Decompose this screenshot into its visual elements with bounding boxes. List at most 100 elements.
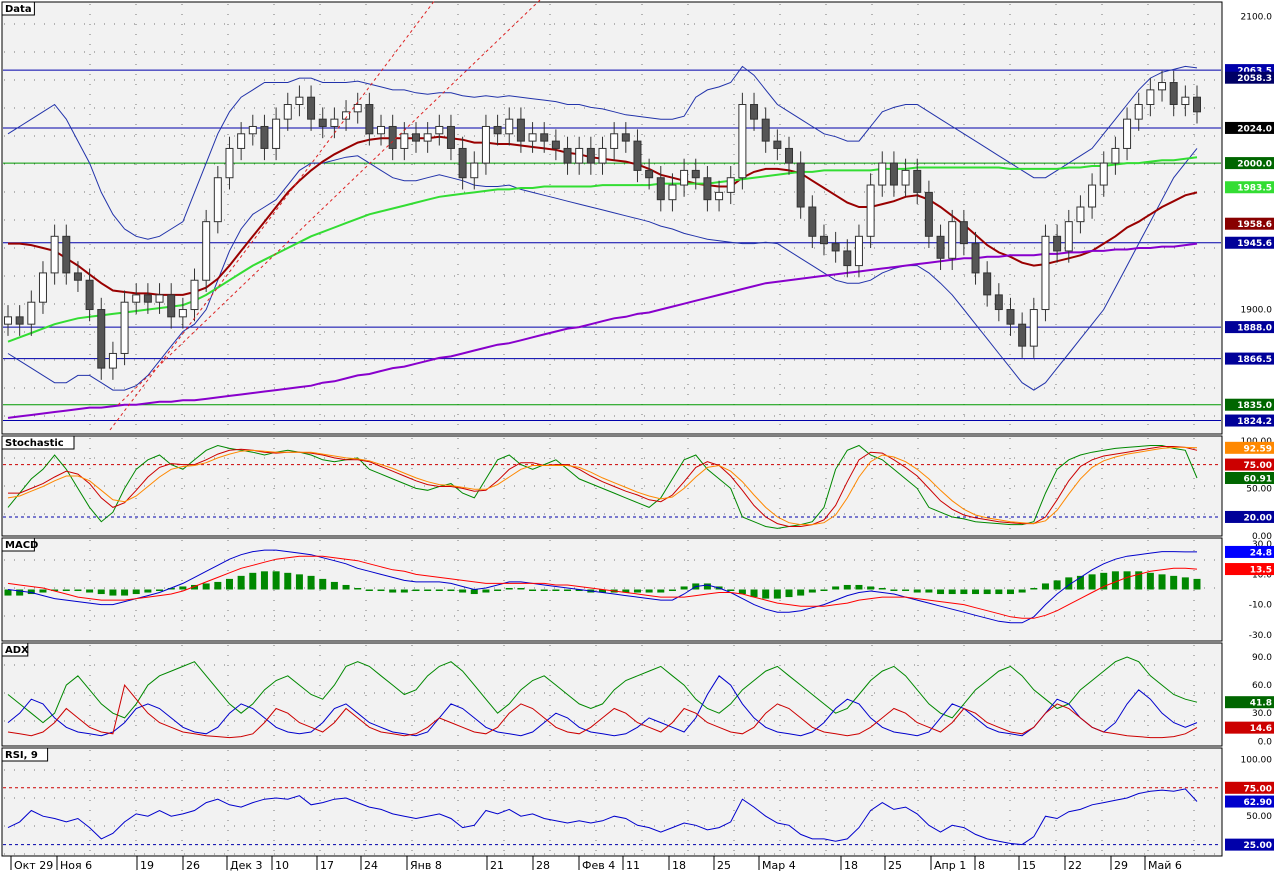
candle[interactable] — [1029, 309, 1038, 347]
candle[interactable] — [190, 279, 199, 311]
candle[interactable] — [330, 118, 339, 127]
candle[interactable] — [481, 125, 490, 164]
candle[interactable] — [878, 162, 887, 186]
candle[interactable] — [505, 118, 514, 135]
candle[interactable] — [15, 316, 24, 325]
candle[interactable] — [225, 147, 234, 179]
candle[interactable] — [516, 118, 525, 142]
candle[interactable] — [773, 140, 782, 149]
candle[interactable] — [307, 96, 316, 120]
candle[interactable] — [610, 133, 619, 149]
candle[interactable] — [1181, 96, 1190, 106]
candle[interactable] — [598, 147, 607, 164]
candle[interactable] — [446, 125, 455, 149]
candle[interactable] — [540, 133, 549, 142]
candle[interactable] — [353, 104, 362, 113]
candle[interactable] — [85, 279, 94, 311]
candle[interactable] — [1018, 323, 1027, 347]
candle[interactable] — [132, 294, 141, 303]
candle[interactable] — [586, 147, 595, 164]
candle[interactable] — [656, 177, 665, 201]
panel-0-plot-area[interactable] — [1, 1, 1223, 435]
candle[interactable] — [377, 125, 386, 135]
candle[interactable] — [948, 221, 957, 259]
candle[interactable] — [785, 147, 794, 164]
candle[interactable] — [295, 96, 304, 106]
candle[interactable] — [983, 272, 992, 296]
candle[interactable] — [458, 147, 467, 179]
candle[interactable] — [400, 133, 409, 149]
candle[interactable] — [167, 294, 176, 318]
candle[interactable] — [621, 133, 630, 142]
candle[interactable] — [1158, 82, 1167, 91]
candle[interactable] — [388, 125, 397, 149]
candle[interactable] — [1088, 184, 1097, 208]
candle[interactable] — [1041, 235, 1050, 311]
candle[interactable] — [411, 133, 420, 142]
candle[interactable] — [470, 162, 479, 179]
candle[interactable] — [237, 133, 246, 149]
candle[interactable] — [365, 104, 374, 135]
candle[interactable] — [866, 184, 875, 237]
candle[interactable] — [1193, 96, 1201, 113]
candle[interactable] — [1134, 104, 1143, 120]
candle[interactable] — [213, 177, 222, 223]
candle[interactable] — [120, 301, 129, 354]
candle[interactable] — [4, 316, 12, 325]
candle[interactable] — [889, 162, 898, 186]
candle[interactable] — [342, 111, 351, 120]
candle[interactable] — [528, 133, 537, 142]
candle[interactable] — [645, 169, 654, 179]
candle[interactable] — [808, 206, 817, 237]
panel-3-plot-area[interactable] — [1, 642, 1223, 747]
candle[interactable] — [27, 301, 36, 325]
candle[interactable] — [575, 147, 584, 164]
candle[interactable] — [202, 221, 211, 281]
candle[interactable] — [435, 125, 444, 135]
candle[interactable] — [1099, 162, 1108, 186]
candle[interactable] — [1169, 82, 1178, 106]
candle[interactable] — [843, 250, 852, 267]
candle[interactable] — [924, 191, 933, 237]
candle[interactable] — [994, 294, 1003, 311]
candle[interactable] — [1064, 221, 1073, 252]
candle[interactable] — [178, 309, 187, 318]
candle[interactable] — [1146, 89, 1155, 106]
candle[interactable] — [108, 352, 117, 369]
candle[interactable] — [668, 184, 677, 201]
candle[interactable] — [959, 221, 968, 245]
candle[interactable] — [73, 272, 82, 281]
candle[interactable] — [1123, 118, 1132, 149]
candle[interactable] — [62, 235, 71, 274]
candle[interactable] — [680, 169, 689, 186]
candle[interactable] — [691, 169, 700, 179]
candle[interactable] — [726, 177, 735, 193]
candle[interactable] — [971, 243, 980, 274]
candle[interactable] — [272, 118, 281, 149]
candle[interactable] — [260, 125, 269, 149]
candle[interactable] — [936, 235, 945, 259]
candle[interactable] — [318, 118, 327, 127]
candle[interactable] — [1076, 206, 1085, 223]
candle[interactable] — [633, 140, 642, 171]
candle[interactable] — [913, 169, 922, 193]
candle[interactable] — [715, 191, 724, 201]
panel-4-plot-area[interactable] — [1, 747, 1223, 857]
candle[interactable] — [819, 235, 828, 245]
candle[interactable] — [750, 104, 759, 120]
candle[interactable] — [248, 125, 257, 135]
candle[interactable] — [143, 294, 152, 303]
candle[interactable] — [1053, 235, 1062, 252]
candle[interactable] — [155, 294, 164, 303]
candle[interactable] — [761, 118, 770, 142]
candle[interactable] — [738, 104, 747, 179]
candle[interactable] — [38, 272, 47, 303]
candle[interactable] — [493, 125, 502, 135]
candle[interactable] — [703, 177, 712, 201]
candle[interactable] — [854, 235, 863, 267]
candle[interactable] — [1111, 147, 1120, 164]
candle[interactable] — [1006, 309, 1015, 325]
candle[interactable] — [423, 133, 432, 142]
candle[interactable] — [563, 147, 572, 164]
